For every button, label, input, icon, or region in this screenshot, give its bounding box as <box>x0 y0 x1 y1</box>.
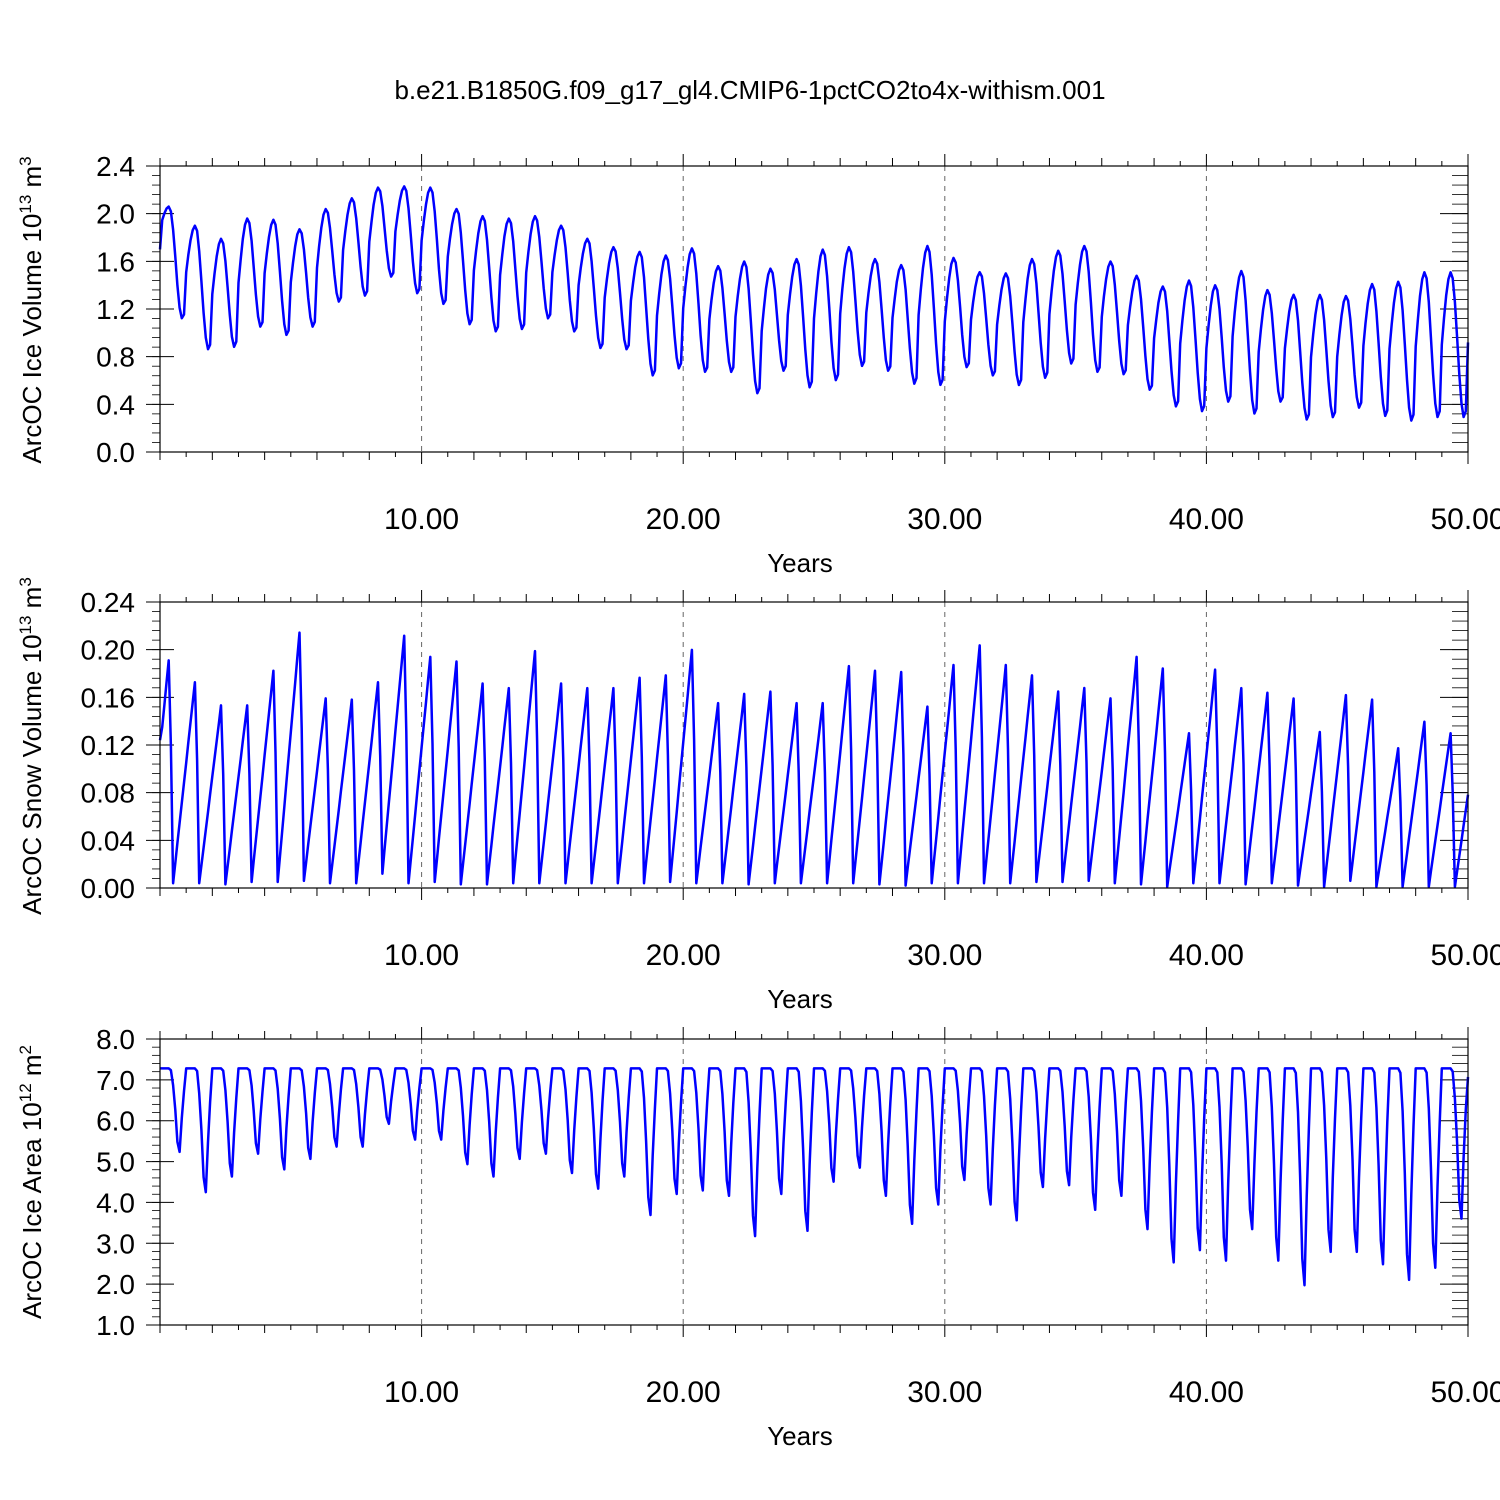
ice-volume-y-axis-label: ArcOC Ice Volume 1013 m3 <box>16 156 47 463</box>
snow-volume-x-tick-label: 10.00 <box>384 939 459 972</box>
ice-volume-y-tick-label: 1.6 <box>96 246 135 277</box>
ice-area-plot-frame <box>159 1038 1469 1326</box>
ice-volume-y-tick-label: 0.4 <box>96 389 135 420</box>
snow-volume-y-tick-label: 0.12 <box>81 730 136 761</box>
ice-area-y-tick-label: 8.0 <box>96 1024 135 1055</box>
ice-area-y-tick-label: 5.0 <box>96 1147 135 1178</box>
ice-area-y-axis-label: ArcOC Ice Area 1012 m2 <box>16 1045 47 1319</box>
ice-area-x-tick-label: 40.00 <box>1169 1376 1244 1409</box>
ice-area-y-tick-label: 2.0 <box>96 1269 135 1300</box>
ice-area-panel: ArcOC Ice Area 1012 m2 Years 1.0 2.0 3.0 4.… <box>16 1024 1500 1451</box>
ice-area-y-tick-label: 1.0 <box>96 1310 135 1341</box>
ice-area-x-tick-label: 20.00 <box>646 1376 721 1409</box>
ice-volume-x-axis-label: Years <box>767 548 833 578</box>
snow-volume-x-tick-label: 40.00 <box>1169 939 1244 972</box>
ice-area-x-tick-label: 10.00 <box>384 1376 459 1409</box>
ice-volume-y-tick-label: 2.0 <box>96 199 135 230</box>
ice-volume-y-tick-label: 0.8 <box>96 342 135 373</box>
snow-volume-y-axis-label: ArcOC Snow Volume 1013 m3 <box>16 577 47 915</box>
snow-volume-y-tick-label: 0.24 <box>81 587 136 618</box>
ice-volume-x-tick-label: 20.00 <box>646 503 721 536</box>
figure-title: b.e21.B1850G.f09_g17_gl4.CMIP6-1pctCO2to… <box>394 75 1105 105</box>
snow-volume-panel: ArcOC Snow Volume 1013 m3 Years 0.00 0.04… <box>16 577 1500 1014</box>
snow-volume-y-tick-label: 0.04 <box>81 825 136 856</box>
ice-volume-plot-frame <box>159 165 1469 453</box>
snow-volume-series-line <box>158 631 1470 889</box>
ice-volume-y-tick-label: 2.4 <box>96 151 135 182</box>
ice-area-y-tick-label: 3.0 <box>96 1228 135 1259</box>
ice-volume-x-tick-label: 30.00 <box>907 503 982 536</box>
ice-area-y-tick-label: 6.0 <box>96 1106 135 1137</box>
snow-volume-x-tick-label: 30.00 <box>907 939 982 972</box>
ice-area-x-axis-label: Years <box>767 1421 833 1451</box>
ice-area-series-line <box>160 1067 1470 1287</box>
snow-volume-x-tick-label: 50.00 <box>1430 939 1500 972</box>
snow-volume-y-tick-label: 0.16 <box>81 682 136 713</box>
ice-volume-x-tick-label: 50.00 <box>1430 503 1500 536</box>
snow-volume-y-tick-label: 0.08 <box>81 778 136 809</box>
ice-area-y-tick-label: 7.0 <box>96 1065 135 1096</box>
snow-volume-x-axis-label: Years <box>767 984 833 1014</box>
snow-volume-y-tick-label: 0.20 <box>81 635 136 666</box>
snow-volume-y-tick-label: 0.00 <box>81 873 136 904</box>
snow-volume-x-tick-label: 20.00 <box>646 939 721 972</box>
ice-area-x-tick-label: 50.00 <box>1430 1376 1500 1409</box>
ice-volume-y-tick-label: 1.2 <box>96 294 135 325</box>
ice-volume-x-tick-label: 40.00 <box>1169 503 1244 536</box>
ice-volume-y-tick-label: 0.0 <box>96 437 135 468</box>
snow-volume-plot-frame <box>159 601 1469 889</box>
ice-volume-x-tick-label: 10.00 <box>384 503 459 536</box>
ice-area-x-tick-label: 30.00 <box>907 1376 982 1409</box>
ice-area-y-tick-label: 4.0 <box>96 1187 135 1218</box>
ice-volume-panel: ArcOC Ice Volume 1013 m3 Years 0.0 0.4 0.8… <box>16 151 1500 578</box>
ice-volume-series-line <box>158 185 1470 422</box>
